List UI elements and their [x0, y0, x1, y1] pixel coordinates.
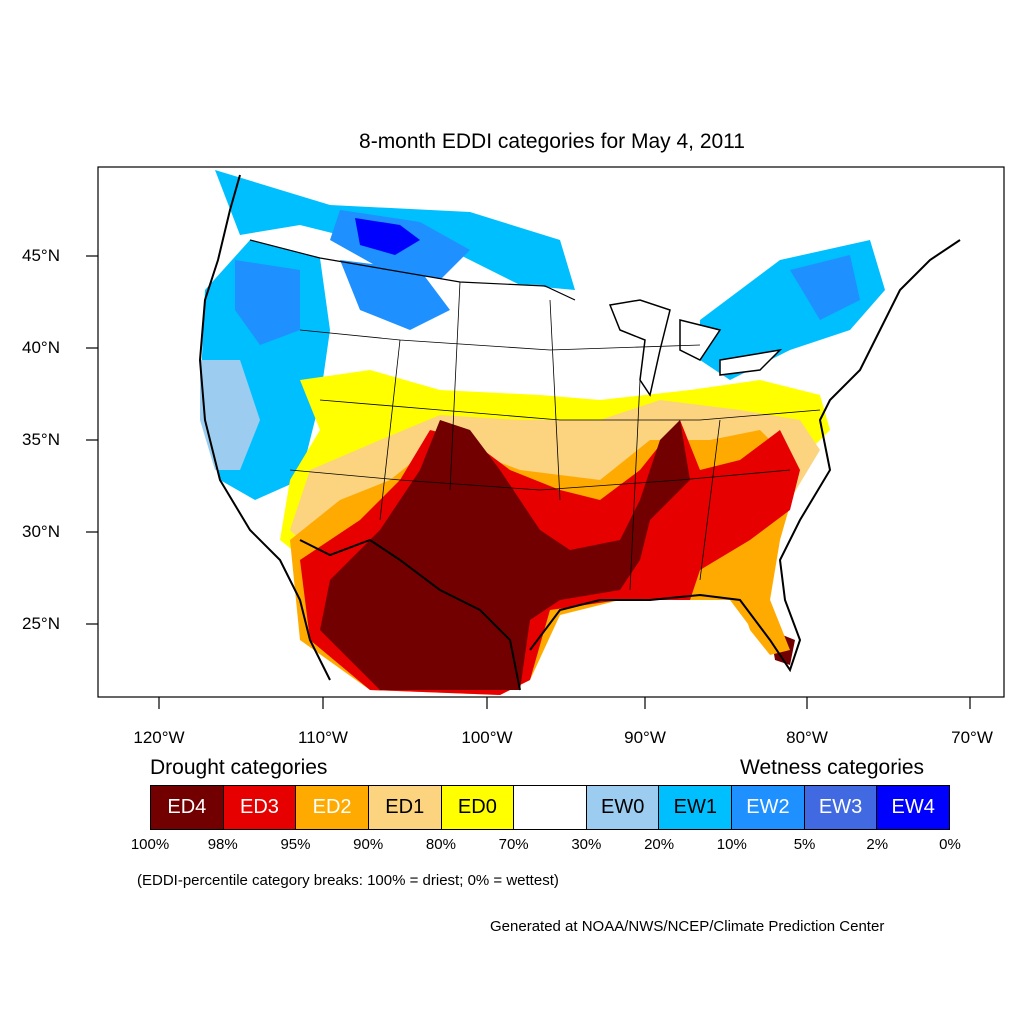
legend-box-ed1: ED1	[368, 786, 442, 829]
lat-label-35: 35°N	[22, 430, 60, 449]
percentile-label: 70%	[498, 836, 529, 853]
legend-colorbar: ED4 ED3 ED2 ED1 ED0 EW0 EW1 EW2 EW3 EW4	[150, 785, 950, 830]
eddi-map	[86, 166, 1005, 709]
west-wet-light	[200, 360, 260, 470]
drought-heading: Drought categories	[150, 756, 328, 779]
legend-box-ed0: ED0	[441, 786, 515, 829]
coastline	[198, 174, 961, 691]
legend-box-ew3: EW3	[804, 786, 878, 829]
legend-box-ew0: EW0	[586, 786, 660, 829]
percentile-label: 30%	[571, 836, 602, 853]
ed4-core	[320, 420, 690, 690]
legend-box-ew4: EW4	[877, 786, 950, 829]
legend-box-ew1: EW1	[659, 786, 733, 829]
lat-label-45: 45°N	[22, 246, 60, 265]
lon-label-100: 100°W	[461, 728, 513, 747]
rockies-wet	[340, 260, 450, 330]
legend-box-ed4: ED4	[151, 786, 224, 829]
percentile-label: 100%	[130, 836, 170, 853]
legend-box-neutral	[514, 786, 587, 829]
percentile-label: 95%	[280, 836, 311, 853]
percentile-label: 5%	[793, 836, 816, 853]
west-wet-core	[235, 260, 300, 345]
ed2-florida	[740, 600, 790, 655]
map-title: 8-month EDDI categories for May 4, 2011	[359, 130, 745, 153]
lon-label-90: 90°W	[624, 728, 666, 747]
great-lakes	[608, 299, 783, 397]
canada-wet-peak	[355, 218, 420, 255]
lon-label-80: 80°W	[786, 728, 828, 747]
percentile-label: 2%	[866, 836, 889, 853]
northeast-wet-core	[790, 255, 860, 320]
lon-label-110: 110°W	[298, 728, 348, 747]
lat-label-40: 40°N	[22, 338, 60, 357]
legend-box-ed2: ED2	[296, 786, 369, 829]
percentile-label: 98%	[207, 836, 238, 853]
lon-label-70: 70°W	[951, 728, 993, 747]
percentile-label: 10%	[716, 836, 747, 853]
percentile-label: 90%	[353, 836, 384, 853]
lat-label-30: 30°N	[22, 522, 60, 541]
map-frame	[97, 166, 1005, 698]
credit-line: Generated at NOAA/NWS/NCEP/Climate Predi…	[490, 918, 885, 935]
percentile-label: 0%	[939, 836, 961, 853]
legend-box-ed3: ED3	[223, 786, 297, 829]
legend-box-ew2: EW2	[732, 786, 805, 829]
percentile-label: 80%	[425, 836, 456, 853]
wetness-heading: Wetness categories	[740, 756, 925, 779]
lon-label-120: 120°W	[133, 728, 185, 747]
category-note: (EDDI-percentile category breaks: 100% =…	[137, 872, 559, 889]
lat-label-25: 25°N	[22, 614, 60, 633]
state-lines	[289, 281, 821, 591]
percentile-label: 20%	[644, 836, 675, 853]
